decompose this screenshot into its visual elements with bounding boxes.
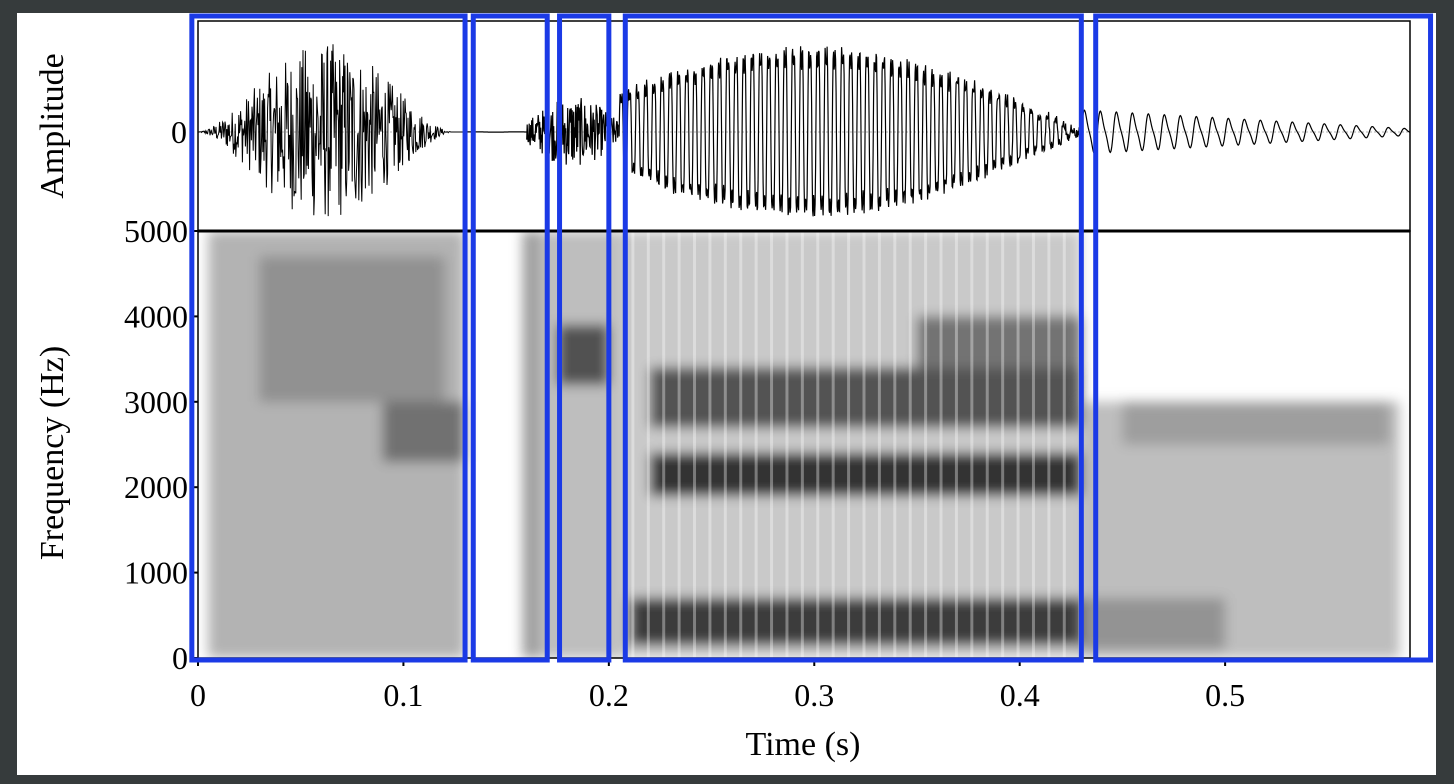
spectrogram-striation	[739, 231, 743, 658]
x-tick-label: 0.4	[1000, 677, 1040, 713]
spectrogram-striation	[862, 231, 866, 658]
spectrogram-striation	[677, 231, 681, 658]
spectrogram-striation	[800, 231, 804, 658]
figure-panel: Amplitude 0 0 1000 2000 3000 4000 5000 0 0.1 0.2…	[17, 13, 1436, 775]
waveform-trace	[198, 44, 1410, 217]
spectrogram-energy-region	[382, 401, 466, 462]
spectrogram-energy-region	[629, 598, 1082, 646]
spectrogram-striation	[662, 231, 666, 658]
waveform-segment-frication	[198, 44, 465, 217]
spectrogram-striation	[816, 231, 820, 658]
spectrogram-striation	[754, 231, 758, 658]
spectrogram-energy-region	[557, 324, 609, 385]
x-tick-label: 0.2	[589, 677, 629, 713]
spectrogram-energy-region	[649, 453, 1082, 496]
y-tick-label: 4000	[124, 298, 188, 334]
y-tick-label: 3000	[124, 384, 188, 420]
spectrogram-striation	[985, 231, 989, 658]
y-tick-label: 1000	[124, 555, 188, 591]
waveform-ytick-label: 0	[171, 114, 187, 150]
spectrogram-striation	[877, 231, 881, 658]
spectrogram-energy-region	[539, 231, 620, 658]
spectrogram-energy-region	[259, 256, 445, 402]
segment-box	[557, 13, 612, 663]
segment-box	[470, 13, 550, 663]
spectrogram-striation	[723, 231, 727, 658]
waveform-segment-voiced	[618, 46, 1082, 217]
x-tick-label: 0.5	[1205, 677, 1245, 713]
spectrogram-striation	[785, 231, 789, 658]
spectrogram-striation	[646, 231, 650, 658]
spectrogram-striation	[939, 231, 943, 658]
spectrogram-striation	[1047, 231, 1051, 658]
spectrogram-striation	[1001, 231, 1005, 658]
spectrogram-image	[208, 231, 1400, 658]
spectrogram-striation	[708, 231, 712, 658]
waveform-segment-voiced-decay	[1080, 109, 1410, 155]
spectrogram-striation	[893, 231, 897, 658]
x-tick-label: 0.3	[794, 677, 834, 713]
x-axis-label: Time (s)	[746, 726, 861, 763]
spectrogram-striation	[1062, 231, 1066, 658]
spectrogram-energy-region	[916, 316, 1082, 368]
spectrogram-striation	[847, 231, 851, 658]
spectrogram-striation	[924, 231, 928, 658]
y-tick-label: 2000	[124, 469, 188, 505]
spectrogram-striation	[1016, 231, 1020, 658]
spectrogram-striation	[970, 231, 974, 658]
spectrogram-ylabel: Frequency (Hz)	[34, 346, 71, 560]
spectrogram-energy-region	[619, 231, 1082, 658]
spectrogram-striation	[831, 231, 835, 658]
spectrogram-energy-region	[649, 367, 1082, 428]
segment-box	[1093, 13, 1434, 663]
spectrogram-striation	[693, 231, 697, 658]
waveform-ylabel: Amplitude	[34, 53, 71, 198]
spectrogram-striation	[954, 231, 958, 658]
segment-box	[622, 13, 1084, 663]
x-tick-label: 0.1	[383, 677, 423, 713]
spectrogram-energy-region	[1122, 401, 1390, 445]
segment-box	[189, 13, 468, 663]
waveform-segment-burst	[526, 98, 620, 165]
x-tick-label: 0	[190, 677, 206, 713]
spectrogram-energy-region	[522, 231, 540, 658]
spectrogram-striation	[770, 231, 774, 658]
spectrogram-striation	[631, 231, 635, 658]
spectrogram-striation	[908, 231, 912, 658]
spectrogram-striation	[1031, 231, 1035, 658]
waveform-spectrogram-chart: Amplitude 0 0 1000 2000 3000 4000 5000 0 0.1 0.2…	[34, 13, 1434, 763]
y-tick-label: 5000	[124, 213, 188, 249]
y-tick-label: 0	[172, 640, 188, 676]
spectrogram-energy-region	[1081, 598, 1226, 650]
